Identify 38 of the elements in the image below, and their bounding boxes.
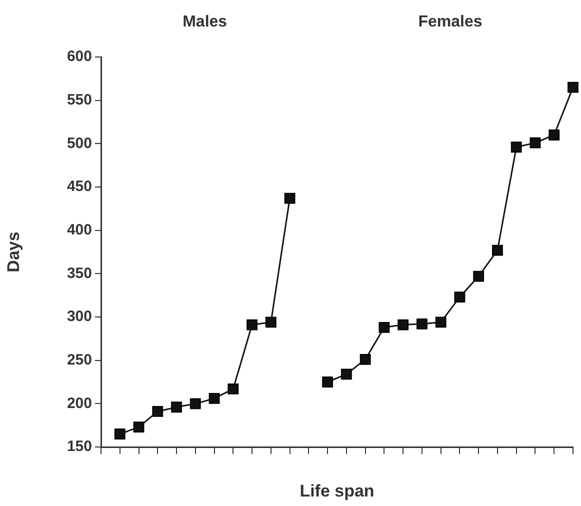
point: [190, 398, 201, 410]
point: [133, 422, 144, 433]
y-axis-title: Days: [4, 232, 23, 272]
point: [171, 402, 182, 413]
y-tick-label: 200: [66, 394, 92, 412]
point: [492, 244, 503, 256]
text: Females: [418, 13, 482, 30]
point: [530, 137, 541, 148]
y-tick-label: 150: [66, 438, 92, 456]
point: [435, 316, 446, 328]
point: [322, 376, 334, 388]
point: [378, 322, 390, 333]
x-axis-title: Life span: [300, 481, 374, 500]
point: [416, 318, 428, 330]
point: [360, 354, 371, 365]
y-tick-label: 300: [66, 308, 92, 326]
point: [568, 82, 578, 93]
y-tick-label: 600: [66, 48, 92, 66]
point: [228, 383, 239, 394]
y-tick-label: 500: [66, 134, 92, 152]
point: [265, 316, 276, 328]
y-tick-label: 450: [66, 178, 92, 196]
point: [473, 270, 484, 282]
y-tick-label: 350: [66, 264, 92, 282]
point: [208, 393, 220, 404]
point: [454, 292, 466, 303]
y-tick-label: 550: [66, 91, 92, 108]
y-tick-label: 250: [66, 351, 92, 368]
point: [340, 368, 352, 380]
point: [246, 319, 258, 330]
point: [284, 192, 296, 204]
point: [152, 406, 164, 417]
text: Males: [182, 13, 228, 30]
point: [114, 428, 126, 440]
point: [398, 319, 409, 330]
point: [510, 142, 522, 153]
point: [548, 130, 560, 140]
y-tick-label: 400: [66, 221, 92, 238]
